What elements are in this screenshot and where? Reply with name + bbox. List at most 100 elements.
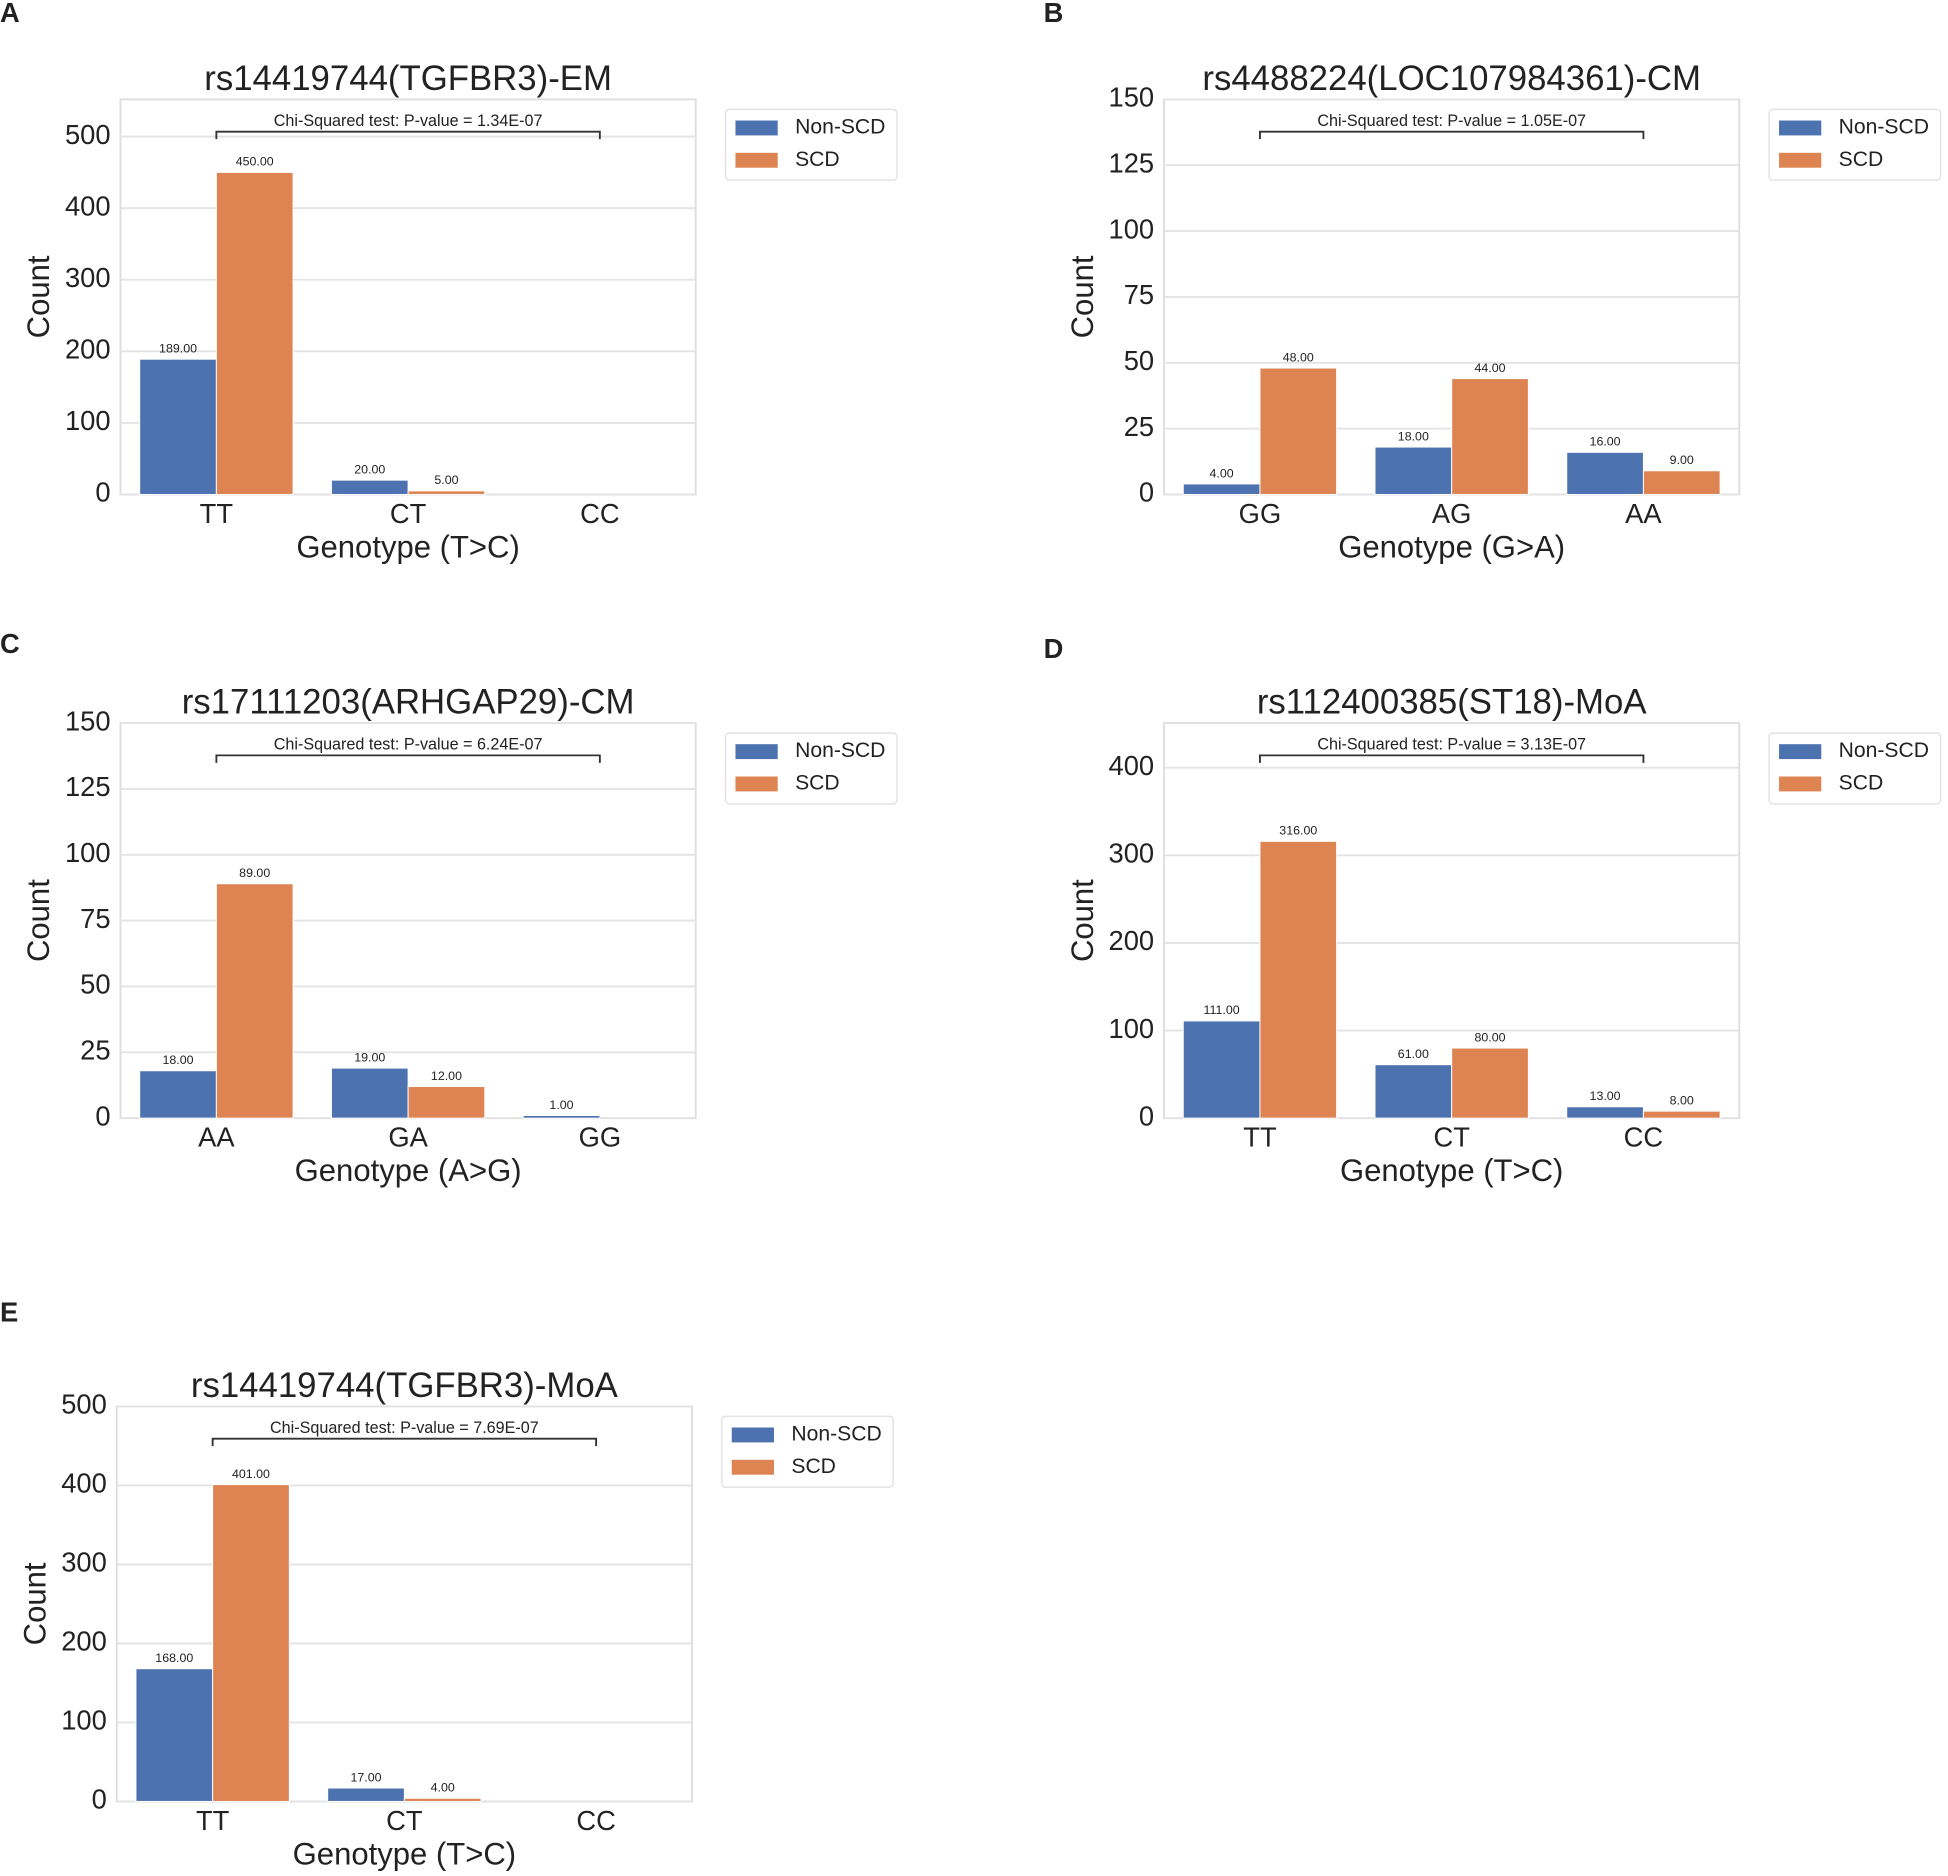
annotation: Chi-Squared test: P-value = 3.13E-07 [1317, 736, 1586, 754]
x-axis-label: Genotype (A>G) [295, 1153, 522, 1188]
y-tick-label: 75 [1124, 279, 1154, 310]
legend-swatch [731, 1459, 774, 1475]
value-label: 4.00 [431, 1781, 455, 1795]
legend-label: SCD [791, 1455, 836, 1478]
bar [327, 1787, 405, 1802]
y-axis-label: Count [17, 1562, 52, 1645]
value-label: 8.00 [1670, 1093, 1694, 1107]
legend-label: Non-SCD [1839, 116, 1929, 139]
x-tick-label: GG [1239, 498, 1282, 529]
panel-label: D [1044, 633, 1064, 664]
x-tick-label: TT [200, 498, 234, 529]
y-tick-label: 75 [80, 903, 110, 934]
bar [1566, 451, 1644, 495]
y-tick-label: 300 [61, 1547, 107, 1578]
y-tick-label: 500 [65, 119, 111, 150]
bar [215, 883, 294, 1119]
x-tick-label: GA [388, 1121, 428, 1152]
y-axis-label: Count [21, 255, 56, 338]
bar [1374, 1064, 1453, 1119]
value-label: 80.00 [1475, 1030, 1506, 1044]
x-axis-label: Genotype (T>C) [1340, 1153, 1563, 1188]
legend-label: SCD [1839, 772, 1884, 795]
legend-swatch [735, 744, 778, 760]
bar [1259, 840, 1338, 1119]
y-tick-label: 125 [1109, 147, 1155, 178]
x-axis-label: Genotype (T>C) [293, 1836, 516, 1871]
bar [1259, 367, 1338, 495]
y-tick-label: 200 [61, 1626, 107, 1657]
value-label: 4.00 [1210, 466, 1234, 480]
value-label: 316.00 [1279, 824, 1317, 838]
value-label: 450.00 [236, 155, 274, 169]
chart-title: rs14419744(TGFBR3)-EM [204, 60, 612, 98]
x-tick-label: CC [576, 1805, 615, 1836]
x-tick-label: GG [579, 1121, 622, 1152]
value-label: 20.00 [354, 462, 385, 476]
x-tick-label: AG [1432, 498, 1471, 529]
value-label: 89.00 [239, 866, 270, 880]
legend-label: Non-SCD [1839, 739, 1929, 762]
bar [215, 171, 294, 495]
y-tick-label: 400 [65, 190, 111, 221]
y-tick-label: 100 [65, 405, 111, 436]
annotation: Chi-Squared test: P-value = 7.69E-07 [270, 1419, 539, 1437]
bar [1642, 470, 1721, 495]
legend-swatch [735, 120, 778, 136]
legend-label: SCD [795, 772, 840, 795]
value-label: 1.00 [549, 1098, 573, 1112]
legend-swatch [1779, 744, 1822, 760]
legend-swatch [735, 776, 778, 792]
value-label: 18.00 [1398, 429, 1429, 443]
y-tick-label: 200 [1109, 925, 1155, 956]
bracket [1259, 130, 1645, 140]
y-tick-label: 400 [1109, 750, 1155, 781]
panel-label: C [0, 628, 20, 659]
y-tick-label: 25 [80, 1035, 110, 1066]
x-tick-label: AA [1625, 498, 1662, 529]
value-label: 9.00 [1670, 453, 1694, 467]
bar [522, 1115, 601, 1119]
value-label: 12.00 [431, 1069, 462, 1083]
value-label: 19.00 [354, 1050, 385, 1064]
annotation: Chi-Squared test: P-value = 6.24E-07 [274, 736, 543, 754]
bar [1182, 483, 1261, 495]
y-tick-label: 0 [95, 1100, 110, 1131]
bar [1642, 1110, 1721, 1119]
legend-label: SCD [1839, 148, 1884, 171]
bar [212, 1484, 290, 1802]
bar [407, 1086, 486, 1119]
y-tick-label: 0 [92, 1784, 107, 1815]
bar [330, 1067, 409, 1119]
bar [135, 1668, 214, 1802]
bar [407, 490, 486, 495]
y-tick-label: 200 [65, 334, 111, 365]
y-tick-label: 150 [65, 705, 111, 736]
x-tick-label: CT [386, 1805, 423, 1836]
annotation: Chi-Squared test: P-value = 1.05E-07 [1317, 112, 1586, 130]
bracket [215, 754, 601, 763]
y-tick-label: 100 [65, 837, 111, 868]
y-tick-label: 500 [61, 1389, 107, 1420]
value-label: 5.00 [434, 473, 458, 487]
legend-label: SCD [795, 148, 840, 171]
x-tick-label: CT [1433, 1121, 1470, 1152]
legend-swatch [1779, 152, 1822, 168]
y-tick-label: 150 [1109, 82, 1155, 113]
legend-label: Non-SCD [795, 739, 885, 762]
x-tick-label: CT [390, 498, 427, 529]
value-label: 61.00 [1398, 1047, 1429, 1061]
bar [1451, 378, 1529, 495]
y-tick-label: 400 [61, 1468, 107, 1499]
x-axis-label: Genotype (G>A) [1338, 529, 1565, 564]
bar [1566, 1106, 1644, 1119]
legend-swatch [1779, 120, 1822, 136]
legend-label: Non-SCD [791, 1423, 881, 1446]
x-tick-label: TT [196, 1805, 230, 1836]
x-axis-label: Genotype (T>C) [296, 529, 519, 564]
y-tick-label: 50 [1124, 345, 1154, 376]
bar [139, 358, 217, 495]
x-tick-label: TT [1243, 1121, 1277, 1152]
bracket [211, 1437, 598, 1447]
